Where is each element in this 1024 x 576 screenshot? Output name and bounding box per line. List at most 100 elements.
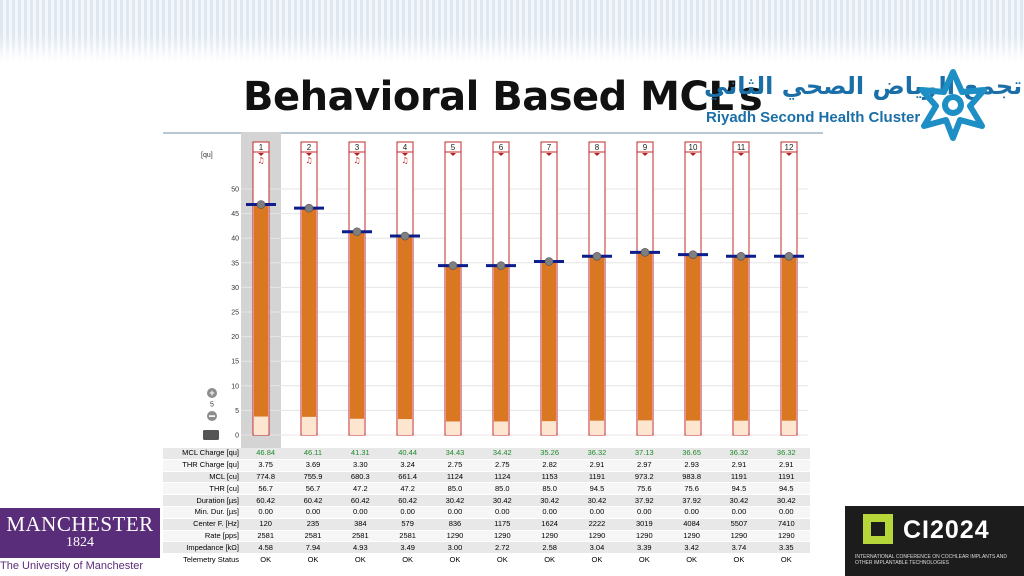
channel-number: 10 bbox=[689, 143, 698, 152]
table-cell: 37.92 bbox=[667, 494, 716, 507]
fitting-software-screenshot: [qu] 50 45 40 35 30 25 20 15 10 5 0 +5 1 ♫ 2 ♫ 3 ♫ 4 ♫ 5 6 7 8 9 1… bbox=[163, 132, 823, 566]
channel-header-box[interactable] bbox=[588, 141, 606, 153]
plus-sign: + bbox=[209, 388, 214, 398]
ci-logo-subtitle: INTERNATIONAL CONFERENCE ON COCHLEAR IMP… bbox=[855, 554, 1007, 566]
channel-dropdown-icon[interactable] bbox=[690, 153, 696, 156]
channel-dropdown-icon[interactable] bbox=[258, 153, 264, 156]
channel-header-box[interactable] bbox=[444, 141, 462, 153]
table-cell: 35.26 bbox=[525, 448, 574, 460]
row-label: Telemetry Status bbox=[163, 553, 242, 566]
table-row: Telemetry Status OK OK OK OK OK OK OK OK OK OK OK OK bbox=[163, 553, 810, 566]
table-cell: 46.84 bbox=[242, 448, 290, 460]
channel-number: 5 bbox=[451, 143, 456, 152]
mcl-handle[interactable] bbox=[784, 252, 794, 261]
table-cell: 34.42 bbox=[478, 448, 526, 460]
university-of-manchester-logo: MANCHESTER 1824 The University of Manche… bbox=[0, 508, 162, 576]
table-cell: 0.00 bbox=[242, 506, 290, 519]
table-cell: 36.32 bbox=[715, 448, 763, 460]
table-cell: 1191 bbox=[715, 471, 763, 484]
channel-header-box[interactable] bbox=[684, 141, 702, 153]
mcl-handle[interactable] bbox=[496, 261, 506, 270]
table-cell: 4.93 bbox=[336, 541, 384, 555]
thr-bar bbox=[734, 420, 748, 435]
mcl-handle[interactable] bbox=[640, 248, 650, 257]
mcl-handle[interactable] bbox=[448, 261, 458, 270]
channel-header-box[interactable] bbox=[252, 141, 270, 153]
channel-header-box[interactable] bbox=[300, 141, 318, 153]
table-cell: 1290 bbox=[620, 530, 668, 543]
y-tick-label: 20 bbox=[231, 334, 239, 341]
mcl-handle[interactable] bbox=[400, 231, 410, 241]
table-cell: 3.00 bbox=[431, 541, 479, 555]
channel-header-box[interactable] bbox=[348, 141, 366, 153]
y-tick-label: 15 bbox=[231, 359, 239, 366]
channel-number: 1 bbox=[259, 143, 264, 152]
header-decoration bbox=[0, 0, 1024, 62]
logo-arabic-name: تجمع الرياض الصحي الثاني bbox=[704, 72, 1023, 100]
mcl-handle[interactable] bbox=[736, 252, 746, 261]
table-cell: 40.44 bbox=[383, 448, 432, 460]
table-cell: 2581 bbox=[383, 530, 432, 543]
mcl-handle[interactable] bbox=[544, 257, 554, 266]
mcl-bar bbox=[254, 204, 268, 435]
thr-bar bbox=[494, 421, 508, 435]
logo-english-name: Riyadh Second Health Cluster bbox=[706, 109, 921, 126]
channel-dropdown-icon[interactable] bbox=[354, 153, 360, 156]
table-row: Min. Dur. [µs] 0.00 0.00 0.00 0.00 0.00 0.00 0.… bbox=[163, 506, 810, 519]
plus-circle-icon[interactable] bbox=[207, 388, 217, 398]
table-cell: 0.00 bbox=[762, 506, 810, 519]
table-cell: 30.42 bbox=[431, 494, 479, 507]
music-note-icon: ♫ bbox=[353, 156, 360, 165]
thr-bar bbox=[254, 416, 268, 435]
mcl-bar bbox=[782, 256, 796, 435]
table-cell: 0.00 bbox=[715, 506, 763, 519]
channel-header-box[interactable] bbox=[396, 141, 414, 153]
channel-dropdown-icon[interactable] bbox=[306, 153, 312, 156]
channel-header-box[interactable] bbox=[636, 141, 654, 153]
list-icon[interactable] bbox=[203, 430, 219, 440]
table-cell: 60.42 bbox=[383, 494, 432, 507]
mcl-bar bbox=[350, 231, 364, 435]
channel-header-box[interactable] bbox=[540, 141, 558, 153]
manchester-university-name: The University of Manchester bbox=[0, 560, 144, 572]
table-cell: 56.7 bbox=[289, 482, 337, 496]
table-cell: OK bbox=[242, 553, 290, 566]
mcl-handle[interactable] bbox=[592, 252, 602, 261]
channel-number: 9 bbox=[643, 143, 648, 152]
channel-dropdown-icon[interactable] bbox=[738, 153, 744, 156]
channel-dropdown-icon[interactable] bbox=[498, 153, 504, 156]
mcl-bar bbox=[302, 208, 316, 435]
channel-dropdown-icon[interactable] bbox=[546, 153, 552, 156]
table-row: Duration [µs] 60.42 60.42 60.42 60.42 30.42 30… bbox=[163, 494, 810, 507]
y-tick-label: 0 bbox=[235, 433, 239, 440]
channel-header-box[interactable] bbox=[492, 141, 510, 153]
mcl-bar bbox=[590, 256, 604, 435]
channel-header-box[interactable] bbox=[780, 141, 798, 153]
table-cell: 85.0 bbox=[431, 482, 479, 496]
table-cell: 94.5 bbox=[762, 482, 810, 496]
riyadh-health-cluster-logo: تجمع الرياض الصحي الثاني Riyadh Second H… bbox=[704, 69, 1024, 141]
channel-dropdown-icon[interactable] bbox=[642, 153, 648, 156]
channel-dropdown-icon[interactable] bbox=[786, 153, 792, 156]
channel-dropdown-icon[interactable] bbox=[450, 153, 456, 156]
table-cell: 56.7 bbox=[242, 482, 290, 496]
mcl-handle[interactable] bbox=[688, 250, 698, 259]
row-label: Rate [pps] bbox=[163, 530, 242, 543]
manchester-wordmark: MANCHESTER bbox=[0, 512, 160, 537]
table-cell: 5507 bbox=[715, 518, 763, 531]
table-cell: 579 bbox=[383, 518, 432, 531]
table-cell: 2581 bbox=[336, 530, 384, 543]
channel-header-box[interactable] bbox=[732, 141, 750, 153]
table-cell: 0.00 bbox=[431, 506, 479, 519]
row-label: THR [cu] bbox=[163, 482, 242, 496]
mcl-handle[interactable] bbox=[304, 203, 314, 213]
channel-dropdown-icon[interactable] bbox=[594, 153, 600, 156]
table-cell: 2.75 bbox=[431, 459, 479, 472]
channel-dropdown-icon[interactable] bbox=[402, 153, 408, 156]
table-cell: 37.92 bbox=[620, 494, 668, 507]
mcl-handle[interactable] bbox=[256, 200, 266, 209]
table-cell: 1191 bbox=[762, 471, 810, 484]
table-cell: 36.32 bbox=[573, 448, 621, 460]
mcl-handle[interactable] bbox=[352, 227, 362, 237]
